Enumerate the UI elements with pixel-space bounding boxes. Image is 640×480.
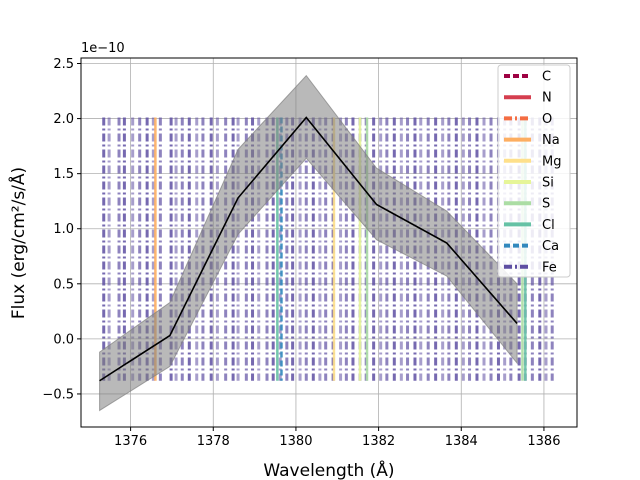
- y-tick-label: 2.0: [53, 112, 74, 127]
- x-tick-label: 1382: [362, 434, 395, 449]
- y-tick-label: 2.5: [53, 57, 74, 72]
- x-axis-title: Wavelength (Å): [263, 459, 394, 480]
- legend-label-cl: Cl: [542, 218, 555, 233]
- flux-series: [99, 116, 518, 382]
- legend-label-n: N: [542, 91, 552, 106]
- x-axis-ticks: 1376 1378 1380 1382 1384 1386: [114, 427, 560, 449]
- x-tick-label: 1376: [114, 434, 147, 449]
- x-tick-label: 1380: [279, 434, 312, 449]
- y-tick-label: −0.5: [42, 387, 74, 402]
- y-tick-label: 0.5: [53, 277, 74, 292]
- y-offset-label: 1e−10: [81, 41, 125, 56]
- legend-label-si: Si: [542, 176, 554, 191]
- y-tick-label: 0.0: [53, 332, 74, 347]
- x-tick-label: 1378: [197, 434, 230, 449]
- x-tick-label: 1386: [527, 434, 560, 449]
- y-axis-title: Flux (erg/cm²/s/Å): [7, 167, 29, 319]
- legend-label-mg: Mg: [542, 154, 561, 169]
- y-tick-label: 1.5: [53, 167, 74, 182]
- legend-label-ca: Ca: [542, 239, 559, 254]
- x-tick-label: 1384: [445, 434, 478, 449]
- error-band: [99, 74, 518, 412]
- y-axis-ticks: −0.5 0.0 0.5 1.0 1.5 2.0 2.5: [42, 57, 81, 402]
- y-tick-label: 1.0: [53, 222, 74, 237]
- uncertainty-band: [99, 74, 518, 412]
- legend-label-na: Na: [542, 133, 560, 148]
- legend-label-fe: Fe: [542, 260, 557, 275]
- legend-label-c: C: [542, 70, 551, 85]
- flux-line: [99, 116, 518, 382]
- legend-label-s: S: [542, 197, 550, 212]
- legend: CNO Na Mg Si S Cl Ca Fe: [497, 64, 571, 278]
- plot-frame: [80, 57, 578, 428]
- legend-label-o: O: [542, 112, 552, 127]
